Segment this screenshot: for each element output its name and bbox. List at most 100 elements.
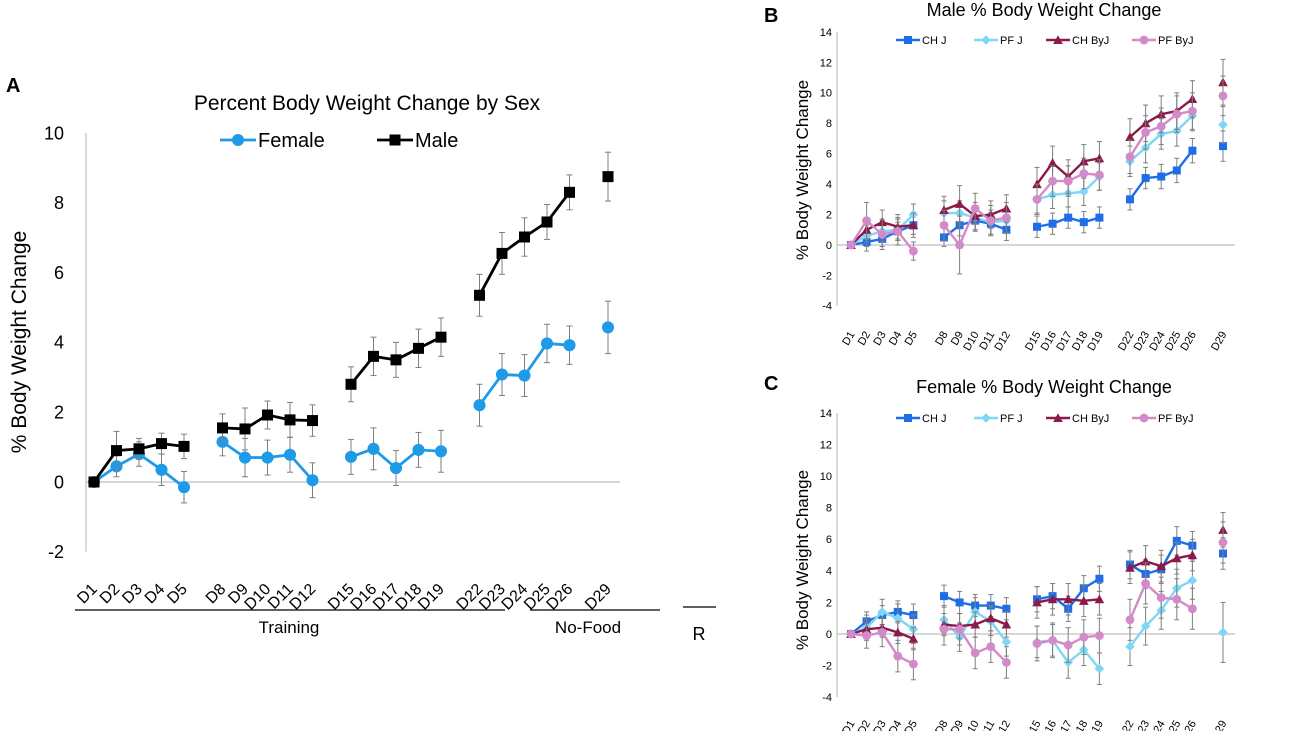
data-point	[156, 438, 167, 450]
x-tick-label: D16	[1039, 330, 1059, 353]
y-tick-label: 10	[820, 471, 832, 483]
legend-marker	[981, 35, 991, 45]
y-axis-label: % Body Weight Change	[793, 470, 812, 650]
data-point	[1048, 635, 1057, 645]
data-point	[1002, 604, 1011, 613]
data-point	[1218, 538, 1228, 547]
y-tick-label: 6	[826, 149, 832, 161]
data-point	[955, 240, 964, 250]
y-tick-label: 8	[826, 118, 832, 130]
legend-marker	[389, 134, 401, 146]
data-point	[1188, 604, 1197, 614]
data-point	[1047, 158, 1058, 167]
data-point	[412, 443, 425, 456]
data-point	[1156, 593, 1166, 603]
data-point	[261, 451, 274, 464]
x-tick-label: D3	[871, 330, 888, 348]
legend-label: CH ByJ	[1072, 35, 1109, 47]
series-pf-j	[846, 560, 1228, 686]
data-point	[563, 339, 576, 352]
data-point	[1125, 562, 1135, 572]
legend-item: CH J	[896, 413, 946, 425]
data-point	[1172, 166, 1181, 175]
y-tick-label: 4	[54, 333, 64, 353]
legend-item: PF J	[974, 35, 1023, 47]
data-point	[344, 450, 358, 463]
y-tick-label: -4	[822, 692, 832, 704]
data-point	[1141, 174, 1150, 183]
data-point	[1064, 213, 1073, 222]
data-point	[518, 369, 531, 382]
legend-item: Female	[220, 130, 325, 152]
data-point	[940, 592, 948, 601]
data-point	[413, 342, 424, 354]
data-point	[939, 624, 949, 634]
x-tick-label: D1	[840, 719, 857, 731]
x-tick-label: D1	[840, 330, 857, 348]
x-tick-label: D5	[903, 330, 920, 348]
y-tick-label: 0	[826, 629, 832, 641]
data-point	[473, 399, 486, 412]
chart-title: Female % Body Weight Change	[916, 377, 1172, 397]
y-tick-label: 2	[54, 403, 64, 423]
data-point	[970, 648, 980, 658]
data-point	[986, 642, 996, 652]
data-point	[239, 423, 251, 435]
x-tick-label: D9	[949, 719, 966, 731]
data-point	[954, 199, 965, 208]
x-tick-label: D2	[856, 719, 873, 731]
legend-item: PF ByJ	[1132, 413, 1193, 425]
data-point	[1218, 627, 1228, 638]
x-tick-label: D4	[887, 719, 904, 731]
data-point	[1126, 195, 1134, 204]
y-tick-label: 2	[826, 597, 832, 609]
data-point	[1063, 176, 1073, 186]
x-tick-label: D25	[1163, 330, 1183, 353]
data-point	[877, 628, 887, 637]
data-point	[1218, 91, 1228, 101]
data-point	[1095, 170, 1104, 180]
legend-marker	[1053, 413, 1063, 422]
data-point	[893, 651, 903, 661]
data-point	[368, 350, 379, 362]
legend-label: PF ByJ	[1158, 35, 1193, 47]
data-point	[217, 422, 228, 434]
legend-marker	[1053, 35, 1063, 44]
series-male	[88, 151, 614, 488]
x-tick-label: D15	[1023, 330, 1043, 353]
data-point	[1172, 109, 1182, 119]
data-point	[262, 409, 273, 421]
y-axis-label: % Body Weight Change	[8, 231, 31, 454]
series-pf-byj	[846, 521, 1228, 681]
data-point	[1172, 553, 1182, 563]
x-tick-label: D22	[1116, 719, 1136, 731]
data-point	[1001, 637, 1012, 647]
data-point	[306, 474, 319, 487]
data-point	[1079, 218, 1088, 227]
data-point	[178, 440, 190, 452]
x-tick-label: D17	[1054, 330, 1074, 353]
legend-item: CH ByJ	[1046, 413, 1109, 425]
data-point	[877, 607, 887, 617]
data-point	[1125, 132, 1135, 141]
legend-label: Female	[258, 130, 325, 152]
y-tick-label: -4	[822, 301, 832, 313]
chart-title: Percent Body Weight Change by Sex	[194, 92, 541, 115]
legend-marker	[1139, 35, 1149, 45]
data-point	[1063, 594, 1073, 604]
data-point	[1033, 222, 1041, 231]
y-tick-label: 10	[44, 123, 64, 143]
data-point	[846, 240, 856, 250]
data-point	[111, 445, 122, 457]
data-point	[909, 246, 918, 256]
data-point	[1094, 594, 1105, 604]
panel-letter-a: A	[6, 75, 20, 97]
x-tick-label: D8	[933, 719, 950, 731]
data-point	[1157, 172, 1166, 181]
legend-item: CH J	[896, 35, 946, 47]
data-point	[1140, 621, 1151, 631]
data-point	[955, 598, 964, 607]
chart-panel-c: Female % Body Weight Change % Body Weight…	[793, 377, 1235, 731]
data-point	[284, 414, 296, 426]
